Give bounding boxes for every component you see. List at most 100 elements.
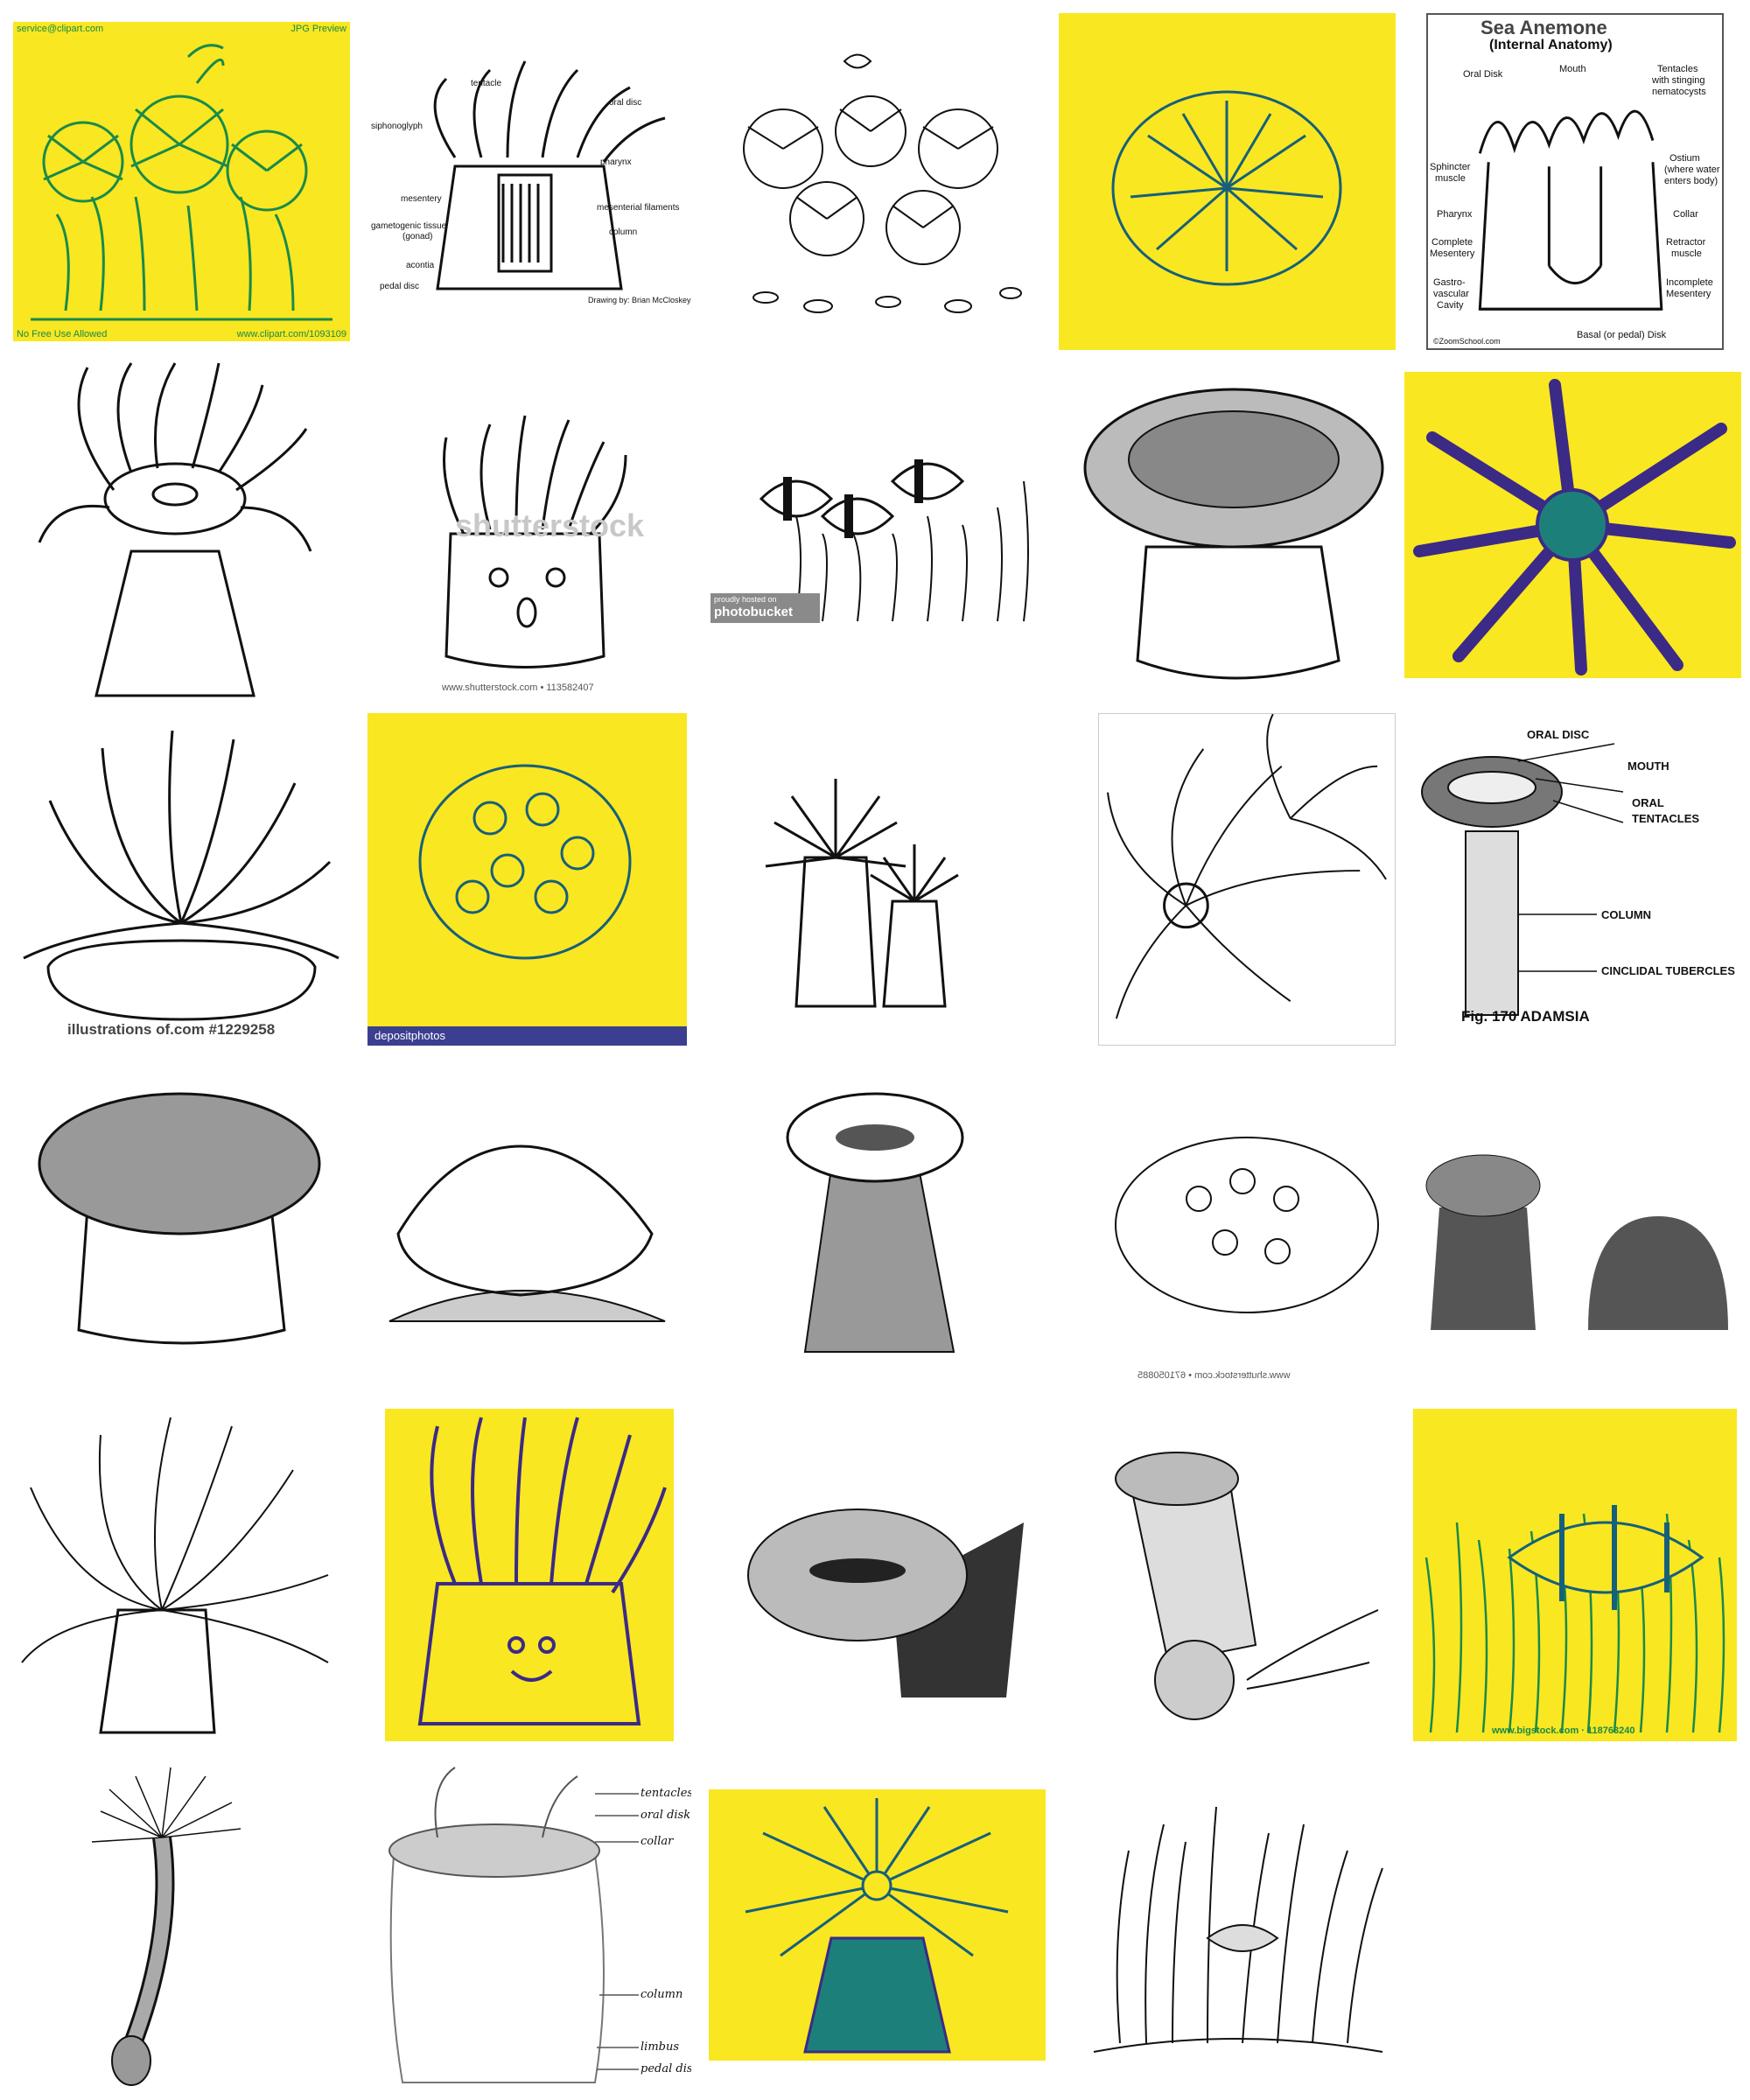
label-limbus: limbus <box>640 2040 680 2054</box>
label-with-stinging: with stinging <box>1652 75 1705 86</box>
shaded-anemone-drawing <box>1083 388 1384 680</box>
result-image-7-cartoon-anemone[interactable]: shutterstock www.shutterstock.com • 1135… <box>368 376 687 700</box>
long-tentacle-anemone-drawing <box>21 1417 329 1734</box>
label-oral-disc: oral disc <box>609 98 642 108</box>
label-complete: Complete <box>1432 237 1474 248</box>
label-vascular: vascular <box>1433 289 1469 299</box>
result-image-12-yellow-clump[interactable]: depositphotos <box>368 713 687 1046</box>
result-image-16-dark-crown-anemone[interactable] <box>35 1068 328 1356</box>
photobucket-small: proudly hosted on <box>714 595 777 604</box>
label-mesentery: mesentery <box>401 194 442 204</box>
photobucket-badge: proudly hosted on photobucket <box>710 593 820 623</box>
result-image-24-hermit-crab-anemone[interactable] <box>1072 1418 1396 1732</box>
label-tentacles: Tentacles <box>1657 64 1698 74</box>
tall-anemone-drawing <box>38 362 312 697</box>
depositphotos-brand: depositphotos <box>374 1029 445 1042</box>
illustrations-caption: illustrations of.com #1229258 <box>67 1021 276 1038</box>
label-pedal-disk: pedal disk <box>640 2062 691 2076</box>
label-oral-disc: ORAL DISC <box>1527 728 1590 741</box>
result-image-27-labeled-sketch[interactable]: tentacles oral disk collar column limbus… <box>368 1759 691 2091</box>
adamsia-drawing <box>1421 743 1624 1016</box>
result-image-11-tentacle-anemone[interactable]: illustrations of.com #1229258 <box>13 722 350 1054</box>
smiling-anemone-drawing <box>417 1417 667 1726</box>
label-oral-disk: oral disk <box>640 1809 691 1822</box>
result-image-13-two-anemones[interactable] <box>709 744 1046 1024</box>
label-oral: ORAL <box>1632 796 1664 809</box>
bubbly-anemone-drawing <box>1115 1137 1379 1313</box>
column-anemone-drawing <box>786 1092 964 1353</box>
watermark-url: www.clipart.com/1093109 <box>236 329 346 340</box>
result-image-10-purple-anemone[interactable] <box>1404 372 1741 678</box>
clownfish-yellow-drawing <box>1424 1505 1726 1733</box>
result-image-5-internal-anatomy[interactable]: Sea Anemone (Internal Anatomy) Oral Disk… <box>1426 13 1724 350</box>
label-column: column <box>640 1988 683 2001</box>
yellow-clump-drawing <box>418 764 632 960</box>
depositphotos-footer: depositphotos <box>368 1026 687 1046</box>
label-cavity: Cavity <box>1437 300 1464 311</box>
result-image-8-clownfish-anemone[interactable]: proudly hosted on photobucket <box>709 411 1046 626</box>
anemone-group-drawing <box>31 44 332 321</box>
label-cinclidal-tubercles: CINCLIDAL TUBERCLES <box>1601 964 1735 977</box>
stippled-anemone-drawing <box>747 1508 1024 1698</box>
diagram-title: Sea Anemone <box>1480 17 1607 38</box>
anemone-with-fish-drawing <box>1093 1806 1383 2053</box>
label-pedal-disc: pedal disc <box>380 282 420 291</box>
result-image-23-stippled-anemone[interactable] <box>744 1444 1037 1706</box>
anemone-garden-drawing <box>743 53 1022 313</box>
label-ostium: Ostium <box>1670 153 1700 164</box>
label-muscle-1: muscle <box>1435 173 1466 184</box>
result-image-19-bubbly-anemone[interactable]: www.shutterstock.com • 671050885 <box>1102 1111 1391 1391</box>
labeled-sketch-drawing <box>388 1767 639 2083</box>
cartoon-anemone-drawing <box>443 415 627 668</box>
two-anemones-drawing <box>765 779 959 1008</box>
label-nematocysts: nematocysts <box>1652 87 1706 97</box>
label-gonad: (gonad) <box>402 232 433 242</box>
label-pharynx: pharynx <box>600 158 632 167</box>
result-image-14-flowing-anemone[interactable] <box>1098 713 1396 1046</box>
watermark-preview: JPG Preview <box>290 24 346 34</box>
label-tentacle: tentacle <box>471 79 502 88</box>
result-image-18-column-anemone[interactable] <box>744 1063 1015 1396</box>
label-column: COLUMN <box>1601 908 1652 921</box>
label-retractor: Retractor <box>1666 237 1706 248</box>
result-image-17-flat-anemone[interactable] <box>363 1102 687 1352</box>
label-mesentery-2: Mesentery <box>1666 289 1712 299</box>
label-tentacles: TENTACLES <box>1632 812 1700 825</box>
result-image-21-long-tentacle-anemone[interactable] <box>13 1409 341 1741</box>
label-enters-body: enters body) <box>1664 176 1718 186</box>
shutterstock-id-mirrored: www.shutterstock.com • 671050885 <box>1138 1370 1291 1381</box>
label-mouth: MOUTH <box>1628 760 1670 773</box>
result-image-26-tube-anemone[interactable] <box>79 1759 306 2091</box>
bigstock-credit: www.bigstock.com · 118763240 <box>1492 1726 1635 1736</box>
result-image-2-anatomy-diagram[interactable]: tentacle oral disc siphonoglyph pharynx … <box>368 52 696 315</box>
diagram-subtitle: (Internal Anatomy) <box>1489 38 1613 52</box>
engraving-anemones-drawing <box>1425 1154 1728 1330</box>
label-siphonoglyph: siphonoglyph <box>371 122 423 131</box>
label-mouth: Mouth <box>1559 64 1586 74</box>
result-image-22-smiling-anemone[interactable] <box>385 1409 674 1741</box>
label-muscle-2: muscle <box>1671 248 1702 259</box>
result-image-4-yellow-anemone-round[interactable] <box>1059 13 1396 350</box>
diagram-credit: ©ZoomSchool.com <box>1433 337 1501 346</box>
anatomy-cutaway-drawing <box>433 60 666 290</box>
result-image-9-shaded-anemone[interactable] <box>1076 372 1396 700</box>
result-image-6-tall-anemone[interactable] <box>35 359 315 700</box>
internal-anatomy-drawing <box>1478 109 1663 311</box>
result-image-20-engraving-anemones[interactable] <box>1413 1129 1737 1339</box>
figure-caption: Fig. 170 ADAMSIA <box>1461 1008 1590 1025</box>
label-mesentery-1: Mesentery <box>1430 248 1475 259</box>
label-where-water: (where water <box>1664 164 1720 175</box>
label-basal-disk: Basal (or pedal) Disk <box>1577 330 1667 340</box>
result-image-29-anemone-with-fish[interactable] <box>1076 1789 1400 2061</box>
purple-anemone-drawing <box>1413 379 1736 676</box>
label-incomplete: Incomplete <box>1666 277 1713 288</box>
result-image-15-adamsia[interactable]: ORAL DISC MOUTH ORAL TENTACLES COLUMN CI… <box>1413 726 1741 1032</box>
drawing-credit: Drawing by: Brian McCloskey <box>588 296 691 304</box>
result-image-3-anemone-garden[interactable] <box>713 26 1050 328</box>
shutterstock-watermark: shutterstock <box>455 508 645 543</box>
result-image-1-clipart-anemones[interactable]: service@clipart.com JPG Preview No Free … <box>13 22 350 341</box>
label-mesenterial-filaments: mesenterial filaments <box>597 203 680 213</box>
result-image-28-yellow-column-anemone[interactable] <box>709 1789 1046 2061</box>
result-image-25-clownfish-yellow[interactable]: www.bigstock.com · 118763240 <box>1413 1409 1737 1741</box>
clownfish-drawing <box>759 459 1029 622</box>
